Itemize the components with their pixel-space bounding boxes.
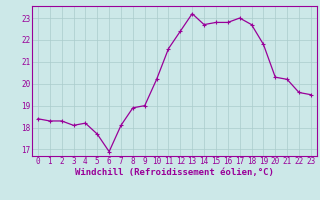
X-axis label: Windchill (Refroidissement éolien,°C): Windchill (Refroidissement éolien,°C) [75,168,274,177]
